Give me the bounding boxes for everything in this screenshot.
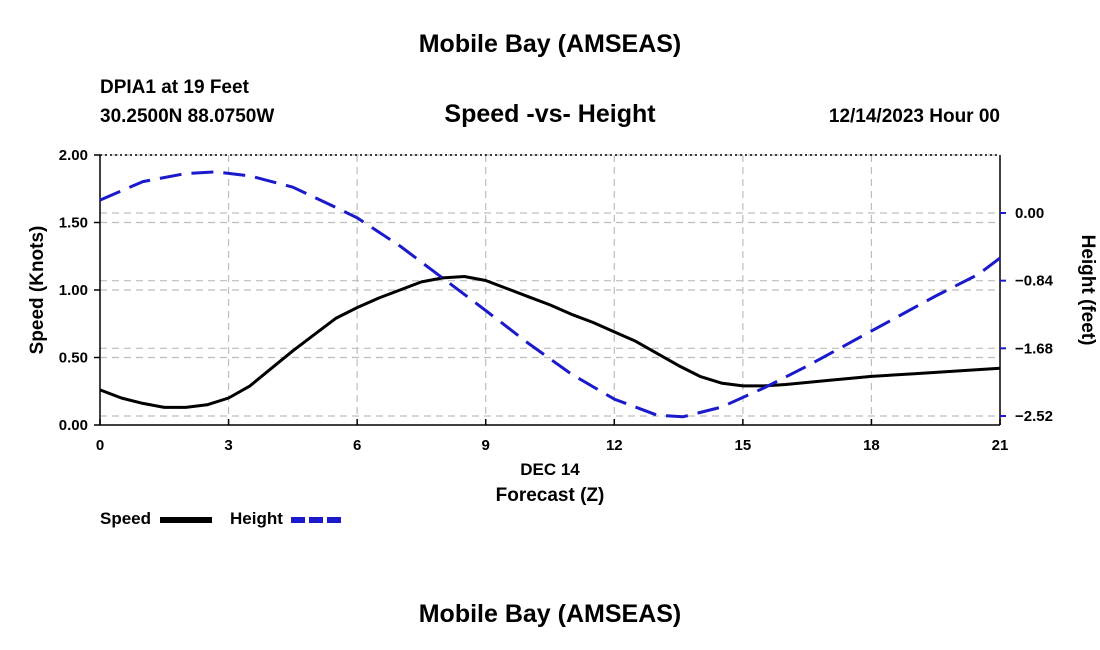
x-tick-label: 9 (482, 437, 490, 454)
y2-tick-label: −2.52 (1015, 408, 1053, 425)
footer-title: Mobile Bay (AMSEAS) (418, 600, 682, 628)
axis-layer: 0 3 6 9 12 15 18 21 0.00 0.50 1.00 1.50 2.00 0.00 −0.8… (27, 147, 1098, 506)
series-line-speed (99, 275, 1001, 409)
y-tick-label: 0.00 (59, 417, 88, 434)
legend-speed-label: Speed (100, 509, 152, 528)
page-title: Mobile Bay (AMSEAS) (418, 30, 682, 58)
y-tick-label: 0.50 (59, 350, 88, 367)
series-line-height (99, 170, 1001, 419)
chart-title: Speed -vs- Height (444, 100, 656, 128)
y2-tick-label: −1.68 (1015, 340, 1053, 357)
y2-axis-label: Height (feet) (1077, 235, 1098, 346)
x-tick-label: 15 (735, 437, 752, 454)
y2-tick-label: 0.00 (1015, 205, 1044, 222)
x-tick-label: 6 (353, 437, 361, 454)
grid-layer (100, 154, 1000, 425)
station-coordinates: 30.2500N 88.0750W (100, 106, 275, 127)
y-axis-label: Speed (Knots) (27, 226, 48, 355)
x-axis-label: Forecast (Z) (496, 485, 605, 506)
x-tick-label: 3 (224, 437, 232, 454)
x-tick-label: 18 (863, 437, 880, 454)
y-tick-label: 2.00 (59, 147, 88, 164)
forecast-datetime: 12/14/2023 Hour 00 (828, 106, 1000, 127)
x-axis-sublabel: DEC 14 (520, 460, 580, 479)
x-tick-label: 21 (992, 437, 1009, 454)
legend-height-label: Height (230, 509, 283, 528)
y2-tick-label: −0.84 (1015, 273, 1054, 290)
y-tick-label: 1.00 (59, 282, 88, 299)
series-layer (99, 170, 1001, 419)
y-tick-label: 1.50 (59, 215, 88, 232)
station-label: DPIA1 at 19 Feet (100, 77, 249, 98)
x-tick-label: 0 (96, 437, 104, 454)
x-tick-label: 12 (606, 437, 623, 454)
